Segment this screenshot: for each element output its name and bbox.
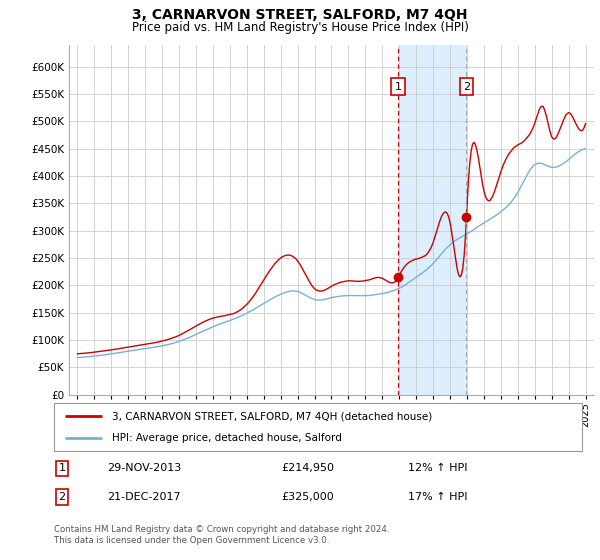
Text: £214,950: £214,950: [281, 464, 334, 473]
Text: 3, CARNARVON STREET, SALFORD, M7 4QH (detached house): 3, CARNARVON STREET, SALFORD, M7 4QH (de…: [112, 411, 433, 421]
Text: 12% ↑ HPI: 12% ↑ HPI: [408, 464, 467, 473]
Text: 2: 2: [463, 82, 470, 92]
Text: HPI: Average price, detached house, Salford: HPI: Average price, detached house, Salf…: [112, 433, 342, 443]
Text: Contains HM Land Registry data © Crown copyright and database right 2024.: Contains HM Land Registry data © Crown c…: [54, 525, 389, 534]
Text: 17% ↑ HPI: 17% ↑ HPI: [408, 492, 467, 502]
Text: £325,000: £325,000: [281, 492, 334, 502]
Text: Price paid vs. HM Land Registry's House Price Index (HPI): Price paid vs. HM Land Registry's House …: [131, 21, 469, 34]
Text: 29-NOV-2013: 29-NOV-2013: [107, 464, 181, 473]
Text: 1: 1: [58, 464, 65, 473]
Text: 1: 1: [394, 82, 401, 92]
Text: This data is licensed under the Open Government Licence v3.0.: This data is licensed under the Open Gov…: [54, 536, 329, 545]
FancyBboxPatch shape: [54, 403, 582, 451]
Text: 3, CARNARVON STREET, SALFORD, M7 4QH: 3, CARNARVON STREET, SALFORD, M7 4QH: [132, 8, 468, 22]
Text: 21-DEC-2017: 21-DEC-2017: [107, 492, 181, 502]
Text: 2: 2: [58, 492, 65, 502]
Bar: [398, 45, 466, 395]
